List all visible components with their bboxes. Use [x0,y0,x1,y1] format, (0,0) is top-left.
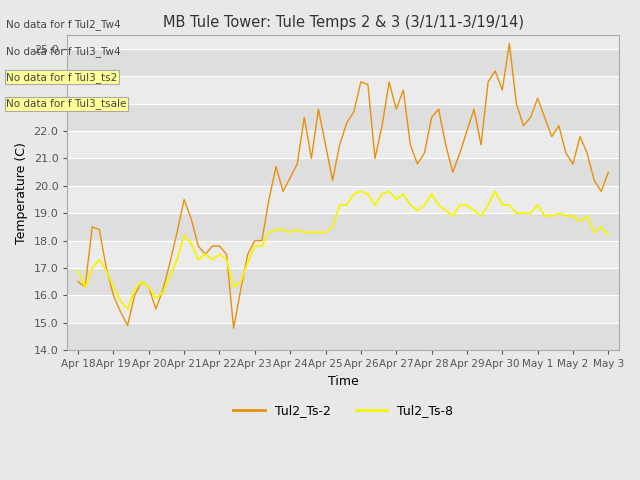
Text: No data for f Tul3_tsale: No data for f Tul3_tsale [6,98,127,109]
Bar [67,323,619,350]
Bar [67,158,619,186]
Bar [67,186,619,213]
X-axis label: Time: Time [328,374,358,388]
Text: No data for f Tul3_Tw4: No data for f Tul3_Tw4 [6,46,121,57]
Bar [67,104,619,131]
Text: No data for f Tul3_ts2: No data for f Tul3_ts2 [6,72,118,83]
Bar [67,295,619,323]
Legend: Tul2_Ts-2, Tul2_Ts-8: Tul2_Ts-2, Tul2_Ts-8 [228,399,458,422]
Bar [67,76,619,104]
Bar [67,268,619,295]
Title: MB Tule Tower: Tule Temps 2 & 3 (3/1/11-3/19/14): MB Tule Tower: Tule Temps 2 & 3 (3/1/11-… [163,15,524,30]
Y-axis label: Temperature (C): Temperature (C) [15,142,28,244]
Text: No data for f Tul2_Tw4: No data for f Tul2_Tw4 [6,19,121,30]
Bar [67,131,619,158]
Bar [67,49,619,76]
Bar [67,240,619,268]
Bar [67,213,619,240]
